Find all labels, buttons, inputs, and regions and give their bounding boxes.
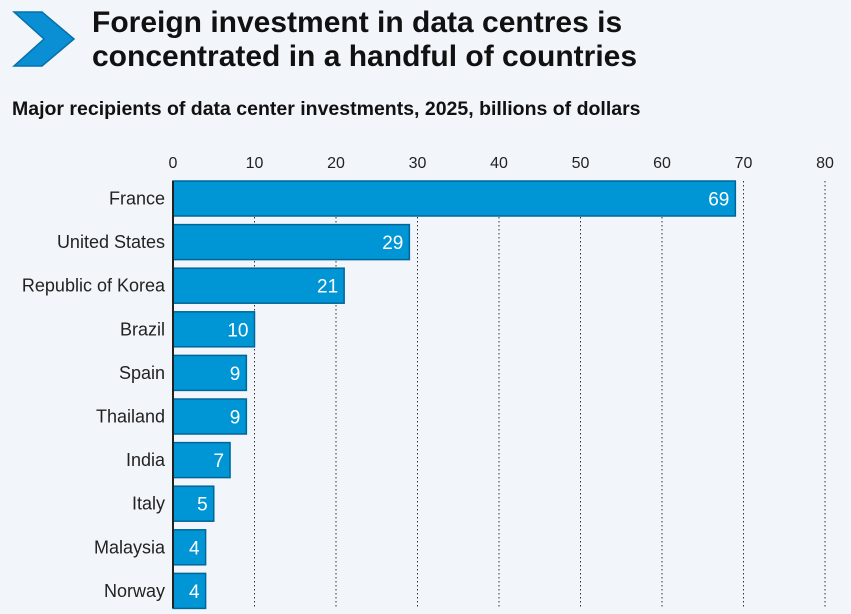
x-tick-label: 20 — [327, 155, 345, 172]
category-label: Italy — [132, 494, 165, 514]
category-label: France — [109, 189, 165, 209]
bar — [172, 354, 248, 392]
data-label: 9 — [230, 408, 241, 429]
data-label: 4 — [189, 538, 200, 559]
data-label: 5 — [197, 495, 208, 516]
x-tick-label: 0 — [169, 155, 178, 172]
title-line-1: Foreign investment in data centres is — [92, 6, 623, 39]
x-tick-label: 70 — [735, 155, 753, 172]
bar — [172, 180, 737, 217]
chart-title: Foreign investment in data centres is co… — [92, 6, 637, 74]
bar — [172, 223, 411, 261]
category-label: Republic of Korea — [22, 276, 166, 296]
x-tick-label: 30 — [409, 155, 427, 172]
category-label: Spain — [119, 363, 165, 383]
data-label: 9 — [230, 364, 241, 385]
bar — [172, 572, 207, 610]
x-tick-label: 80 — [816, 155, 834, 172]
data-label: 10 — [227, 320, 248, 341]
bars: France 69 United States 29 Republic of Korea… — [22, 180, 737, 610]
bar — [172, 311, 256, 348]
category-label: Norway — [104, 581, 165, 601]
category-label: India — [126, 450, 166, 470]
bar — [172, 485, 215, 522]
x-tick-label: 60 — [653, 155, 671, 172]
data-label: 7 — [213, 451, 224, 472]
category-label: United States — [57, 232, 165, 252]
x-axis-ticks: 0 10 20 30 40 50 60 70 80 — [169, 155, 834, 172]
x-tick-label: 50 — [572, 155, 590, 172]
category-label: Brazil — [120, 319, 165, 339]
bar — [172, 529, 207, 566]
chart-subtitle: Major recipients of data center investme… — [12, 98, 641, 120]
bar — [172, 398, 248, 435]
title-line-2: concentrated in a handful of countries — [92, 40, 638, 73]
data-label: 4 — [189, 582, 200, 603]
bar — [172, 267, 345, 304]
gridlines — [254, 181, 826, 608]
x-tick-label: 40 — [490, 155, 508, 172]
chevron-right-icon — [12, 11, 76, 67]
category-label: Thailand — [96, 407, 165, 427]
data-label: 21 — [317, 277, 338, 298]
category-label: Malaysia — [94, 537, 166, 557]
data-label: 29 — [382, 233, 403, 254]
x-tick-label: 10 — [246, 155, 264, 172]
bar — [172, 441, 231, 479]
data-label: 69 — [708, 190, 729, 211]
